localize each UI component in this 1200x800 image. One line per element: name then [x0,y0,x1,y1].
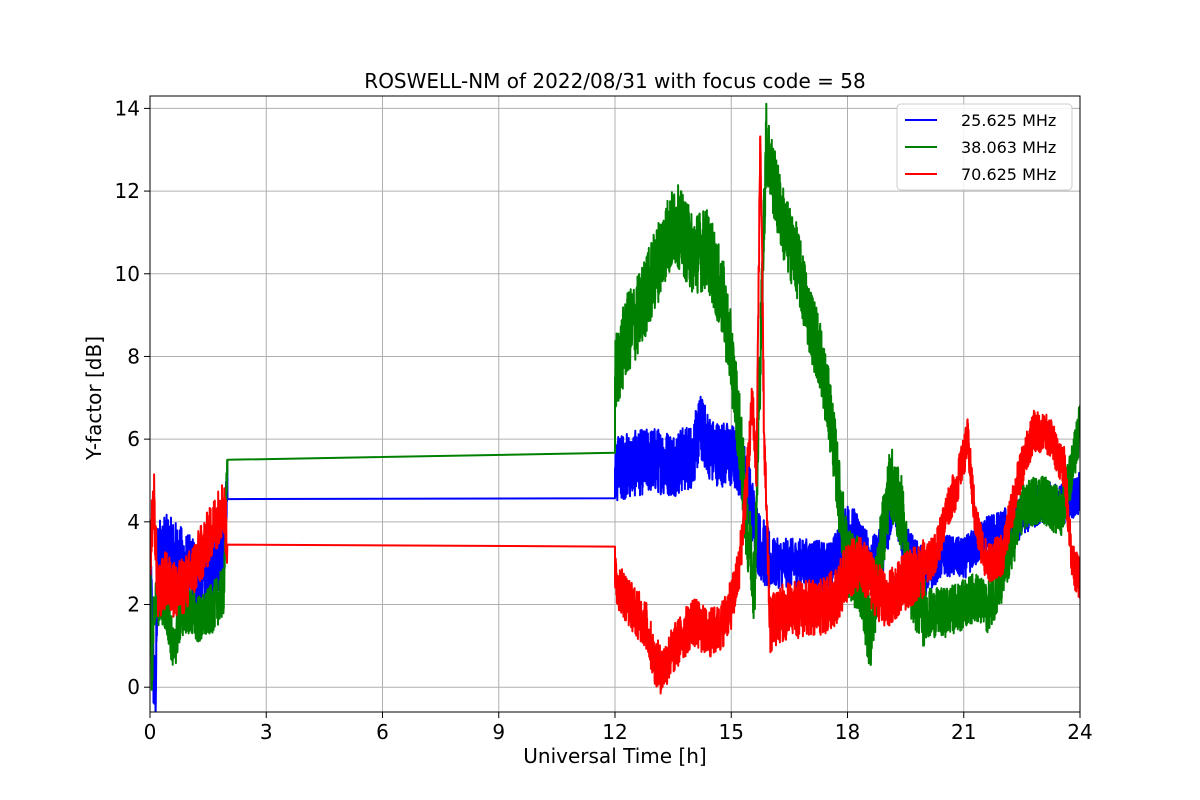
y-tick-label-2: 4 [127,510,140,534]
y-axis: 0 2 4 6 8 10 12 14 [115,96,150,699]
x-axis: 0 3 6 9 12 15 18 21 24 [144,712,1093,744]
y-tick-label-0: 0 [127,675,140,699]
x-tick-label-2: 6 [376,720,389,744]
x-tick-label-8: 24 [1067,720,1092,744]
x-tick-label-7: 21 [951,720,976,744]
x-tick-label-3: 9 [492,720,505,744]
x-tick-label-6: 18 [835,720,860,744]
x-tick-label-1: 3 [260,720,273,744]
legend-label-2: 70.625 MHz [961,165,1056,184]
legend: 25.625 MHz 38.063 MHz 70.625 MHz [896,103,1073,191]
legend-box [896,103,1073,191]
x-tick-label-4: 12 [602,720,627,744]
y-tick-label-4: 8 [127,344,140,368]
legend-label-1: 38.063 MHz [961,138,1056,157]
y-axis-label: Y-factor [dB] [82,336,106,461]
legend-label-0: 25.625 MHz [961,111,1056,130]
x-axis-label: Universal Time [h] [523,744,706,768]
y-tick-label-7: 14 [115,96,140,120]
x-tick-label-0: 0 [144,720,157,744]
series-line-1 [150,102,1080,691]
y-tick-label-6: 12 [115,179,140,203]
y-tick-label-5: 10 [115,262,140,286]
y-tick-label-3: 6 [127,427,140,451]
plot-area [150,102,1080,712]
chart-title: ROSWELL-NM of 2022/08/31 with focus code… [364,69,865,93]
series-line-2 [150,135,1080,695]
y-tick-label-1: 2 [127,593,140,617]
x-tick-label-5: 15 [719,720,744,744]
